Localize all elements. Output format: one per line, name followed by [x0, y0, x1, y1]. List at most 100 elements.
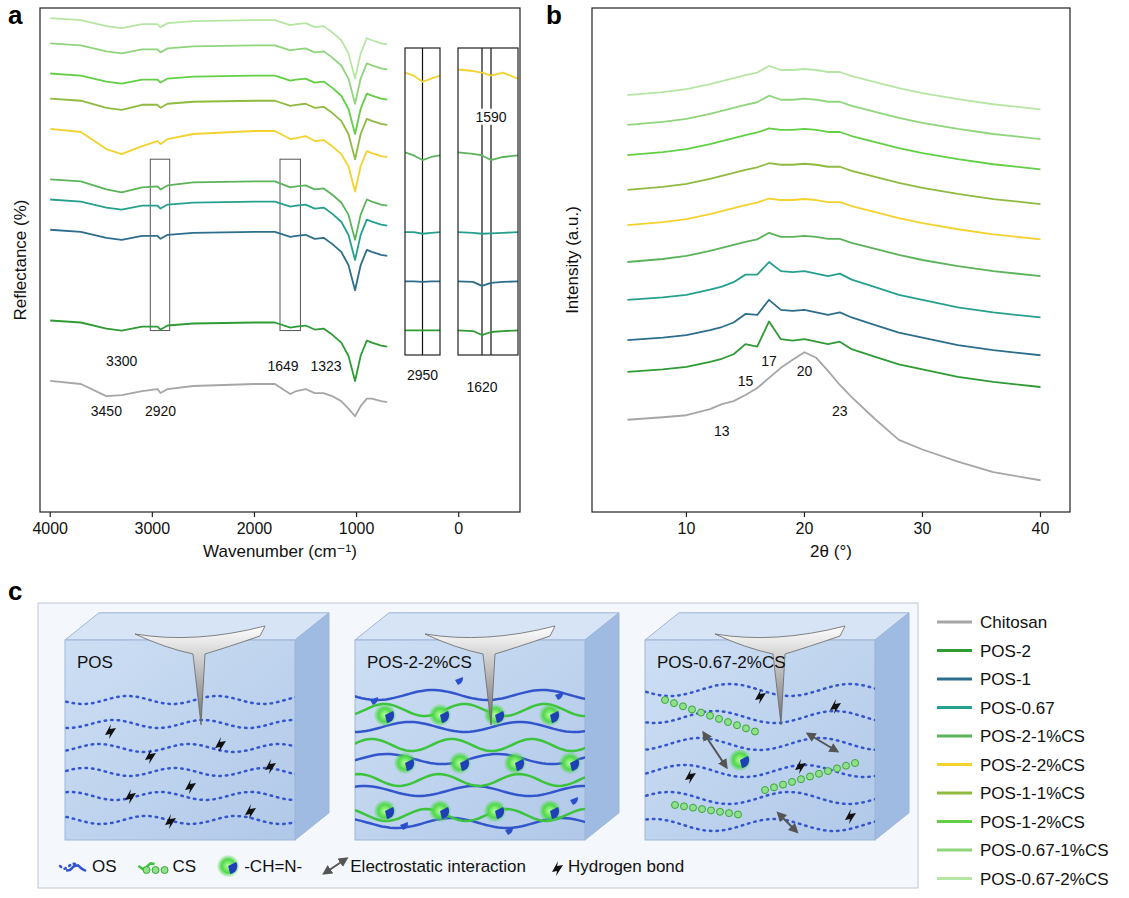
os-chain	[645, 738, 875, 750]
imine-glow	[484, 704, 506, 726]
cube-front	[65, 640, 295, 840]
plot-area	[458, 48, 518, 355]
panel-title: POS	[77, 653, 113, 672]
imine-wedge	[405, 759, 414, 771]
cs-bead	[707, 712, 714, 719]
cs-bead	[771, 784, 778, 791]
plot-frame	[40, 8, 520, 512]
series-line	[405, 232, 440, 234]
series-line	[458, 152, 518, 160]
annotation: 1649	[267, 358, 298, 374]
os-chain	[65, 792, 295, 800]
x-tick-label: 2000	[237, 520, 273, 537]
imine-glow	[539, 704, 561, 726]
cs-bead	[708, 807, 715, 814]
hydrogen-bond-icon	[165, 814, 176, 829]
x-tick	[356, 512, 357, 517]
label-patch	[105, 353, 138, 369]
plot-frame	[592, 8, 1070, 512]
hydrogen-bond-icon	[795, 759, 806, 774]
x-tick	[152, 512, 153, 517]
cube: POS-2-2%CS	[350, 613, 619, 840]
series-line	[458, 281, 518, 286]
imine-wedge	[495, 807, 504, 819]
x-tick	[922, 512, 923, 517]
legend-label: POS-0.67-2%CS	[980, 870, 1109, 889]
series-line	[50, 200, 387, 260]
annotation: 1590	[475, 109, 506, 125]
series-line	[627, 321, 1040, 387]
cube-side	[875, 613, 909, 840]
figure: abc40003000200010000Wavenumber (cm⁻¹)Ref…	[0, 0, 1129, 898]
cube-content	[645, 684, 875, 831]
imine-wedge	[550, 807, 559, 819]
imine-wedge	[440, 807, 449, 819]
plot-area	[405, 48, 440, 355]
legend-icon	[66, 865, 86, 871]
series-line	[50, 99, 387, 159]
imine-glow	[449, 752, 471, 774]
annotation: 3300	[106, 353, 137, 369]
series-line	[627, 262, 1040, 317]
plot-frame	[405, 48, 440, 355]
cube: POS	[60, 613, 329, 840]
plot-background	[405, 48, 440, 355]
label-patch	[266, 358, 299, 374]
os-chain	[65, 744, 295, 752]
series-line	[458, 69, 518, 78]
x-tick-label: 40	[1032, 520, 1050, 537]
cs-bead	[726, 810, 733, 817]
imine-glow	[429, 800, 451, 822]
legend-label: POS-0.67-1%CS	[980, 841, 1109, 860]
cs-bead	[762, 787, 769, 794]
label-patch	[831, 403, 849, 419]
cs-bead	[834, 765, 841, 772]
cs-chain	[355, 739, 585, 751]
legend-label: POS-2	[980, 642, 1031, 661]
os-group	[455, 677, 463, 685]
electrostatic-icon	[780, 815, 795, 830]
cs-bead	[680, 703, 687, 710]
imine-glow	[374, 800, 396, 822]
os-chain	[645, 792, 875, 804]
imine-glow	[729, 749, 751, 771]
series-line	[50, 230, 387, 290]
imine-wedge	[440, 711, 449, 723]
series-line	[627, 66, 1040, 109]
annotation: 3450	[91, 403, 122, 419]
diagram-legend-label: OS	[92, 857, 117, 876]
label-patch	[309, 358, 342, 374]
x-axis-title: Wavenumber (cm⁻¹)	[203, 542, 357, 561]
cube-top	[355, 613, 619, 640]
os-group	[370, 697, 378, 705]
x-tick	[458, 512, 459, 517]
cs-bead	[734, 722, 741, 729]
cube-content	[65, 696, 295, 829]
imine-wedge	[460, 759, 469, 771]
imine-wedge	[515, 759, 524, 771]
hydrogen-bond-icon	[685, 769, 696, 784]
hydrogen-bond-icon	[125, 789, 136, 804]
annotation: 17	[761, 353, 777, 369]
plot-area	[50, 18, 387, 416]
legend-label: POS-1-2%CS	[980, 813, 1085, 832]
diagram-legend-label: CS	[173, 857, 197, 876]
annotation: 2920	[145, 403, 176, 419]
plot-area	[627, 66, 1040, 480]
x-tick	[804, 512, 805, 517]
legend-label: POS-2-1%CS	[980, 727, 1085, 746]
hydrogen-bond-icon	[552, 861, 563, 876]
legend: ChitosanPOS-2POS-1POS-0.67POS-2-1%CSPOS-…	[937, 613, 1109, 889]
hydrogen-bond-icon	[755, 689, 766, 704]
os-chain	[355, 690, 585, 700]
os-chain	[645, 765, 875, 777]
cs-bead	[717, 808, 724, 815]
legend-swatch	[937, 792, 972, 795]
cube: POS-0.67-2%CS	[640, 613, 909, 840]
x-tick	[50, 512, 51, 517]
imine-wedge	[495, 711, 504, 723]
series-line	[627, 163, 1040, 204]
x-tick	[686, 512, 687, 517]
crack	[715, 626, 845, 725]
x-tick	[1040, 512, 1041, 517]
